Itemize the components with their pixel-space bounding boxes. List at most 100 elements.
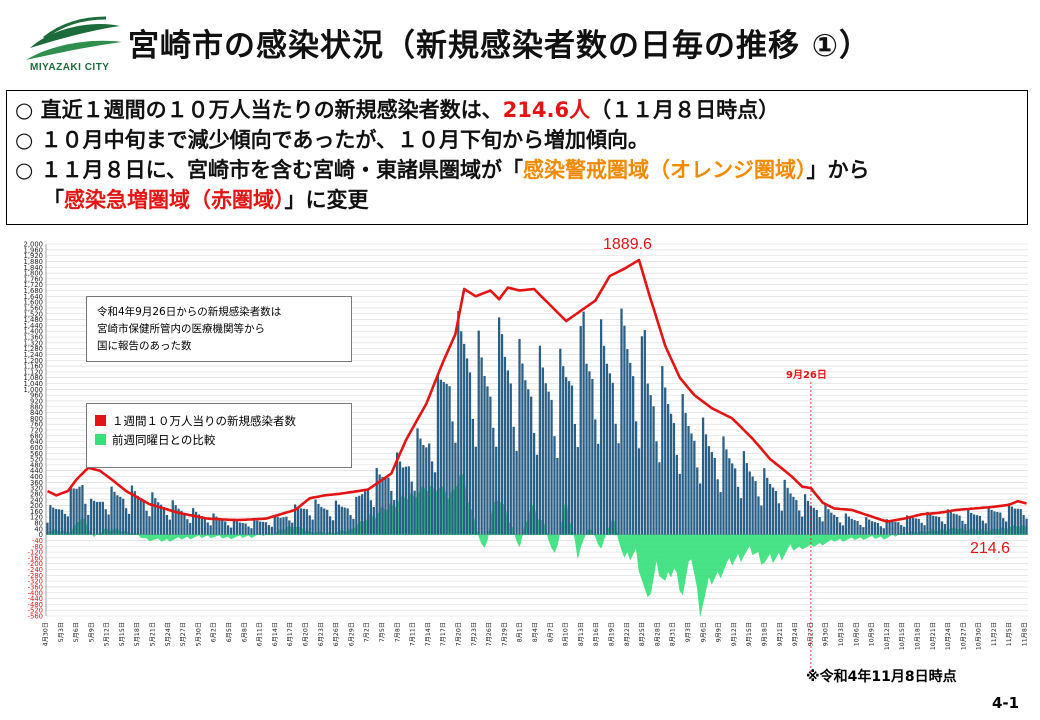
daily-bar	[116, 495, 119, 535]
y-tick-label: -80	[32, 543, 43, 551]
daily-bar	[145, 510, 148, 535]
daily-bar	[911, 517, 915, 535]
x-tick-label: 10月6日	[853, 622, 860, 646]
bullet-trend: ○ １０月中旬まで減少傾向であったが、１０月下旬から増加傾向。	[15, 128, 650, 152]
daily-bar	[334, 500, 338, 535]
red-zone-label: 感染急増圏域（赤圏域）	[64, 188, 285, 212]
daily-bar	[710, 452, 713, 535]
daily-bar	[999, 512, 1002, 535]
daily-bar	[940, 521, 944, 535]
daily-bar	[218, 518, 221, 535]
y-tick-label: -320	[28, 578, 43, 586]
daily-bar	[748, 471, 751, 535]
x-tick-label: 9月6日	[700, 622, 707, 642]
y-tick-label: -240	[28, 566, 43, 574]
daily-bar	[122, 498, 125, 535]
y-tick-label: 1,600	[24, 299, 43, 307]
orange-zone-label: 感染警戒圏域（オレンジ圏域）	[523, 158, 807, 182]
y-tick-label: -160	[28, 554, 43, 562]
y-tick-label: 2,000	[24, 241, 43, 249]
daily-bar	[757, 496, 760, 535]
daily-bar	[725, 449, 728, 535]
daily-bar	[652, 406, 655, 535]
daily-bar	[410, 481, 413, 535]
data-source-note: 令和4年9月26日からの新規感染者数は 宮崎市保健所管内の医療機関等から 国に報…	[86, 296, 352, 362]
daily-bar	[157, 502, 160, 535]
daily-bar	[98, 501, 102, 535]
daily-bar	[734, 468, 737, 535]
daily-bar	[634, 421, 638, 535]
daily-bar	[439, 379, 442, 535]
daily-bar	[760, 505, 763, 535]
daily-bar	[75, 488, 78, 535]
y-tick-label: 360	[30, 479, 43, 487]
y-tick-label: 880	[30, 403, 43, 411]
y-tick-label: 640	[30, 438, 43, 446]
daily-bar	[326, 509, 329, 535]
bullet-zone-change: ○ １１月８日に、宮崎市を含む宮崎・東諸県圏域が「感染警戒圏域（オレンジ圏域）」…	[15, 158, 870, 182]
daily-bar	[978, 515, 982, 535]
daily-bar	[949, 511, 952, 535]
daily-bar	[192, 508, 195, 535]
y-tick-label: 680	[30, 432, 43, 440]
y-tick-label: 1,680	[24, 287, 43, 295]
daily-bar	[474, 446, 477, 535]
y-tick-label: 120	[30, 514, 43, 522]
x-tick-label: 10月9日	[869, 622, 876, 646]
daily-bar	[305, 509, 308, 535]
x-tick-label: 8月22日	[624, 622, 631, 646]
daily-bar	[868, 519, 871, 535]
daily-bar	[294, 504, 297, 535]
daily-bar	[451, 421, 454, 535]
daily-bar	[803, 494, 807, 535]
daily-bar	[608, 373, 611, 535]
x-tick-label: 6月17日	[287, 622, 294, 646]
daily-bar	[78, 486, 81, 535]
daily-bar	[497, 317, 501, 535]
daily-bar	[375, 468, 378, 535]
x-tick-label: 9月9日	[716, 622, 723, 642]
daily-bar	[553, 436, 556, 535]
daily-bar	[66, 516, 69, 535]
daily-bar	[701, 417, 705, 535]
daily-bar	[719, 492, 722, 535]
x-tick-label: 8月28日	[654, 622, 661, 646]
daily-bar	[168, 519, 171, 535]
x-tick-label: 7月11日	[410, 622, 417, 646]
daily-bar	[629, 362, 632, 535]
weekly-rate-value: 214.6人	[502, 98, 591, 122]
y-tick-label: 320	[30, 485, 43, 493]
daily-bar	[932, 515, 935, 535]
daily-bar	[704, 434, 708, 535]
daily-bar	[428, 443, 431, 535]
daily-bar	[358, 495, 361, 535]
daily-bar	[885, 519, 888, 535]
y-tick-label: 1,280	[24, 345, 43, 353]
daily-bar	[244, 523, 247, 535]
y-tick-label: 400	[30, 473, 43, 481]
daily-bar	[264, 522, 268, 535]
daily-bar	[139, 498, 142, 535]
daily-bar	[390, 490, 393, 535]
daily-bar	[232, 518, 236, 535]
daily-bar	[862, 527, 865, 535]
daily-bar	[285, 516, 288, 535]
y-tick-label: 960	[30, 392, 43, 400]
daily-bar	[556, 457, 559, 535]
daily-bar	[480, 357, 483, 535]
daily-bar	[544, 383, 547, 535]
daily-bar	[830, 512, 833, 535]
daily-bar	[133, 491, 137, 535]
x-tick-label: 9月18日	[761, 622, 768, 646]
x-tick-label: 6月14日	[272, 622, 279, 646]
x-tick-label: 10月3日	[838, 622, 845, 646]
daily-bar	[882, 528, 885, 535]
daily-bar	[809, 505, 813, 535]
daily-bar	[483, 375, 486, 535]
daily-bar	[241, 523, 244, 535]
daily-bar	[990, 509, 993, 535]
x-tick-label: 8月10日	[563, 622, 570, 646]
daily-bar	[57, 509, 61, 535]
daily-bar	[926, 511, 929, 535]
daily-bar	[666, 404, 670, 535]
